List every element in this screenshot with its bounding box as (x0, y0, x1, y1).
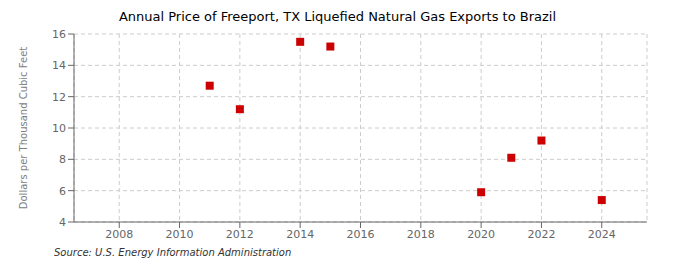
svg-text:2022: 2022 (527, 228, 555, 241)
svg-text:2014: 2014 (286, 228, 314, 241)
svg-text:2016: 2016 (347, 228, 375, 241)
html-text:Source: U.S. Energy Informatio: Source: U.S. Energy Information Administ… (54, 247, 292, 258)
svg-text:Dollars per Thousand Cubic Fee: Dollars per Thousand Cubic Feet (18, 47, 29, 210)
svg-text:2024: 2024 (588, 228, 616, 241)
svg-text:12: 12 (52, 91, 66, 104)
svg-text:8: 8 (59, 153, 66, 166)
svg-text:2020: 2020 (467, 228, 495, 241)
html-text:Annual Price of Freeport, TX L: Annual Price of Freeport, TX Liquefied N… (118, 9, 557, 24)
svg-text:10: 10 (52, 122, 66, 135)
svg-text:2008: 2008 (105, 228, 133, 241)
svg-text:2012: 2012 (226, 228, 254, 241)
svg-text:16: 16 (52, 28, 66, 41)
svg-text:14: 14 (52, 59, 66, 72)
svg-text:4: 4 (59, 216, 66, 229)
svg-text:2018: 2018 (407, 228, 435, 241)
svg-text:6: 6 (59, 185, 66, 198)
svg-text:2010: 2010 (166, 228, 194, 241)
